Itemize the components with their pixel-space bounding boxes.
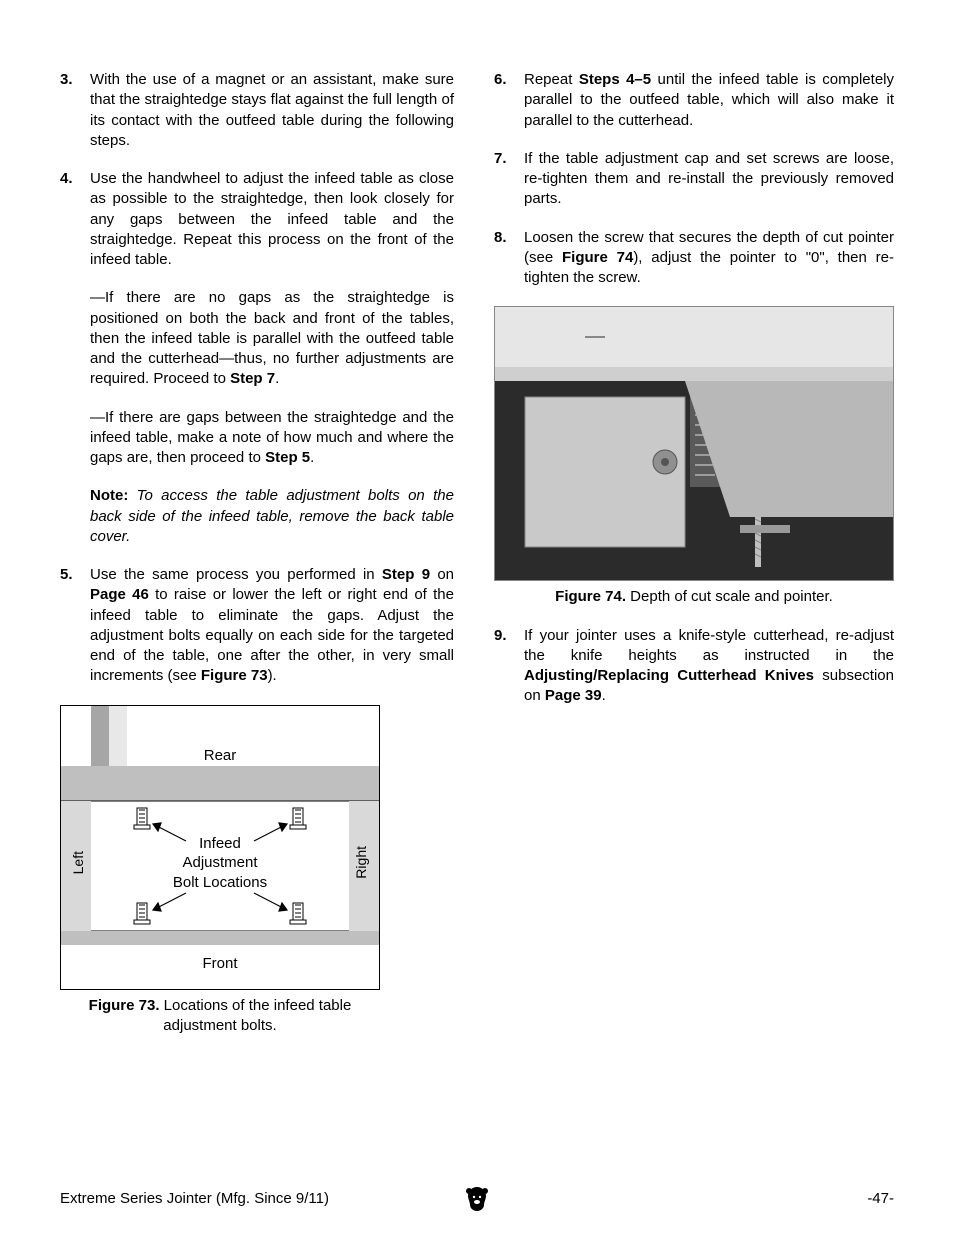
left-column: 3. With the use of a magnet or an assist… [60, 70, 454, 1036]
step-number: 5. [60, 565, 90, 687]
step-number: 4. [60, 169, 90, 547]
figure-74-photo [494, 306, 894, 581]
photo-svg [495, 307, 894, 581]
note-label: Note: [90, 487, 128, 504]
step-text: With the use of a magnet or an assistant… [90, 70, 454, 151]
right-column: 6. Repeat Steps 4–5 until the infeed tab… [494, 70, 894, 1036]
figure-73-caption: Figure 73. Locations of the infeed table… [60, 996, 380, 1037]
step-4: 4. Use the handwheel to adjust the infee… [60, 169, 454, 547]
step-body: Loosen the screw that secures the depth … [524, 228, 894, 289]
step-number: 6. [494, 70, 524, 131]
step-body: Use the handwheel to adjust the infeed t… [90, 169, 454, 547]
step-5: 5. Use the same process you performed in… [60, 565, 454, 687]
note: Note: To access the table adjustment bol… [90, 486, 454, 547]
step-body: Use the same process you performed in St… [90, 565, 454, 687]
step-body: Repeat Steps 4–5 until the infeed table … [524, 70, 894, 131]
step-number: 9. [494, 626, 524, 707]
rear-label: Rear [61, 746, 379, 766]
figure-73-diagram: Rear Front Left Right Infeed Adjustment … [60, 705, 380, 990]
footer-right: -47- [867, 1190, 894, 1207]
step-body: If your jointer uses a knife-style cutte… [524, 626, 894, 707]
step-8: 8. Loosen the screw that secures the dep… [494, 228, 894, 289]
step-6: 6. Repeat Steps 4–5 until the infeed tab… [494, 70, 894, 131]
front-label: Front [61, 954, 379, 974]
step-number: 7. [494, 149, 524, 210]
footer-left: Extreme Series Jointer (Mfg. Since 9/11) [60, 1190, 329, 1207]
step-7: 7. If the table adjustment cap and set s… [494, 149, 894, 210]
step-number: 3. [60, 70, 90, 151]
bear-logo-icon [463, 1185, 491, 1213]
step-number: 8. [494, 228, 524, 289]
page-content: 3. With the use of a magnet or an assist… [0, 0, 954, 1036]
step-text: Use the handwheel to adjust the infeed t… [90, 170, 454, 268]
center-label: Infeed Adjustment Bolt Locations [61, 834, 379, 893]
figure-74-caption: Figure 74. Depth of cut scale and pointe… [494, 587, 894, 607]
step-text: If the table adjustment cap and set scre… [524, 149, 894, 210]
step-9: 9. If your jointer uses a knife-style cu… [494, 626, 894, 707]
sub-bullet-2: —If there are gaps between the straighte… [90, 408, 454, 469]
note-text: To access the table adjustment bolts on … [90, 487, 454, 545]
page-footer: Extreme Series Jointer (Mfg. Since 9/11)… [60, 1190, 894, 1207]
step-3: 3. With the use of a magnet or an assist… [60, 70, 454, 151]
sub-bullet-1: —If there are no gaps as the straightedg… [90, 288, 454, 389]
